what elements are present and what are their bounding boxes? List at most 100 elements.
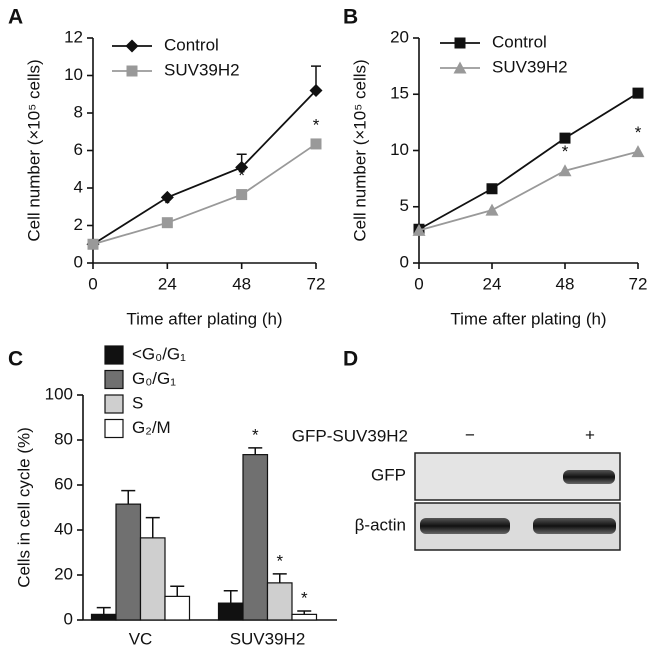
series-line xyxy=(92,89,317,246)
series-line xyxy=(92,143,317,246)
marker xyxy=(160,190,174,204)
marker xyxy=(125,39,139,53)
marker xyxy=(161,217,173,229)
marker xyxy=(485,203,499,216)
x-tick-label: 24 xyxy=(158,274,177,293)
y-tick-label: 2 xyxy=(74,215,83,234)
panel-label: D xyxy=(343,348,358,371)
y-axis-title: Cells in cell cycle (%) xyxy=(14,427,33,588)
bar xyxy=(90,613,117,621)
error-bar xyxy=(121,489,136,505)
y-tick-label: 12 xyxy=(64,27,83,46)
bar xyxy=(242,454,269,621)
significance: * xyxy=(301,588,308,607)
marker xyxy=(236,189,248,201)
x-tick-label: 24 xyxy=(483,274,502,293)
bar xyxy=(164,595,191,621)
legend-swatch xyxy=(104,345,124,365)
error-bar xyxy=(272,573,287,583)
error-bar xyxy=(170,585,185,597)
x-tick-label: 72 xyxy=(629,274,648,293)
x-tick-label: 48 xyxy=(556,274,575,293)
blot-band xyxy=(563,470,615,484)
x-tick-label: 0 xyxy=(414,274,423,293)
marker xyxy=(453,61,467,74)
marker xyxy=(486,183,498,195)
y-tick-label: 0 xyxy=(64,609,73,628)
blot-band xyxy=(533,518,616,534)
y-tick-label: 100 xyxy=(45,384,73,403)
y-tick-label: 60 xyxy=(54,474,73,493)
y-tick-label: 20 xyxy=(390,27,409,46)
x-tick-label: 48 xyxy=(232,274,251,293)
legend-label: <G₀/G₁ xyxy=(132,344,186,363)
significance: * xyxy=(276,551,283,570)
marker xyxy=(310,138,322,150)
error-bar xyxy=(96,606,111,615)
marker xyxy=(454,37,466,49)
panel-label: C xyxy=(8,348,23,371)
legend-label: SUV39H2 xyxy=(492,57,568,76)
marker xyxy=(559,132,571,144)
bar xyxy=(139,537,166,621)
x-tick-label: 72 xyxy=(307,274,326,293)
x-axis-title: Time after plating (h) xyxy=(126,309,282,328)
x-tick-label: VC xyxy=(129,629,153,648)
y-tick-label: 40 xyxy=(54,519,73,538)
y-tick-label: 10 xyxy=(390,140,409,159)
y-tick-label: 0 xyxy=(400,252,409,271)
legend-label: Control xyxy=(492,32,547,51)
x-axis-title: Time after plating (h) xyxy=(450,309,606,328)
y-tick-label: 8 xyxy=(74,102,83,121)
bar xyxy=(266,582,293,621)
y-axis-title: Cell number (×10⁵ cells) xyxy=(24,59,43,241)
legend-label: G₀/G₁ xyxy=(132,369,176,388)
x-tick-label: 0 xyxy=(88,274,97,293)
y-tick-label: 4 xyxy=(74,177,83,196)
legend-label: Control xyxy=(164,35,219,54)
bar xyxy=(291,613,318,621)
marker xyxy=(558,164,572,177)
significance: * xyxy=(635,123,642,142)
significance: * xyxy=(252,425,259,444)
y-axis-title: Cell number (×10⁵ cells) xyxy=(350,59,369,241)
significance: * xyxy=(489,182,496,201)
y-tick-label: 6 xyxy=(74,140,83,159)
legend-label: G₂/M xyxy=(132,418,171,437)
significance: * xyxy=(562,142,569,161)
x-tick-label: SUV39H2 xyxy=(230,629,306,648)
legend-swatch xyxy=(104,369,124,390)
error-bar xyxy=(223,590,238,604)
series-line xyxy=(418,92,639,231)
marker xyxy=(126,65,138,77)
legend-swatch xyxy=(104,394,124,414)
blot-band xyxy=(420,518,510,534)
error-bar xyxy=(248,447,263,455)
y-tick-label: 0 xyxy=(74,252,83,271)
lane-label: + xyxy=(585,425,595,444)
marker xyxy=(412,223,426,236)
legend-swatch xyxy=(104,418,124,439)
row-label: β-actin xyxy=(355,515,406,534)
y-tick-label: 15 xyxy=(390,84,409,103)
panel-label: B xyxy=(343,6,358,29)
error-bar xyxy=(145,516,160,538)
marker xyxy=(235,160,249,174)
significance: * xyxy=(313,115,320,134)
legend-label: S xyxy=(132,393,143,412)
construct-label: GFP-SUV39H2 xyxy=(292,426,408,445)
row-label: GFP xyxy=(371,465,406,484)
legend-label: SUV39H2 xyxy=(164,60,240,79)
y-tick-label: 5 xyxy=(400,196,409,215)
marker xyxy=(632,87,644,99)
bar xyxy=(217,602,244,621)
series-line xyxy=(418,150,639,232)
significance: * xyxy=(238,166,245,185)
bar xyxy=(115,503,142,621)
marker xyxy=(309,84,323,97)
marker xyxy=(631,145,645,158)
significance: * xyxy=(164,194,171,213)
panel-label: A xyxy=(8,6,23,29)
y-tick-label: 20 xyxy=(54,564,73,583)
